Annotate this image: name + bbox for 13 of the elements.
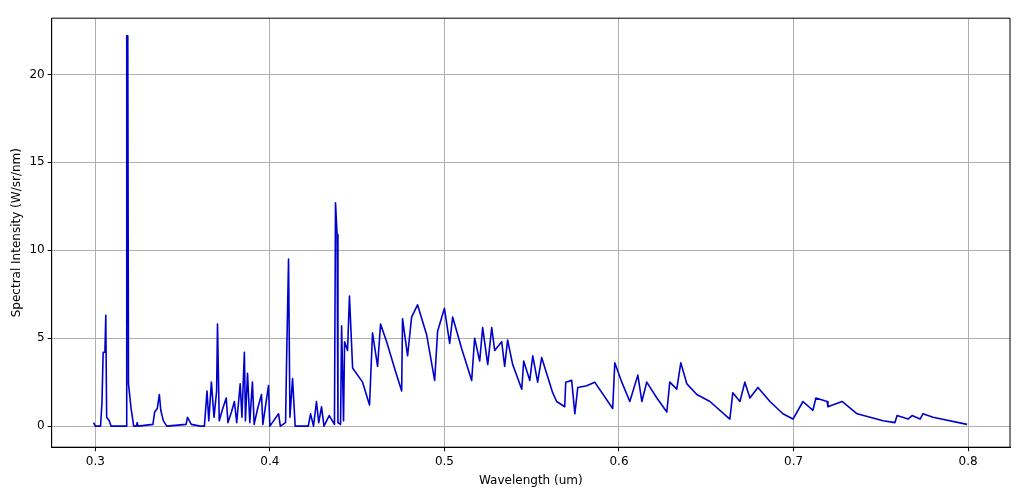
x-tick-label: 0.6 <box>609 453 629 468</box>
x-tick-label: 0.8 <box>958 453 978 468</box>
y-tick-label: 0 <box>37 418 45 433</box>
y-tick-label: 5 <box>37 330 45 345</box>
y-axis-title: Spectral Intensity (W/sr/nm) <box>9 148 24 318</box>
y-tick-label: 15 <box>29 154 45 169</box>
x-tick-label: 0.7 <box>784 453 804 468</box>
y-tick-label: 20 <box>29 66 45 81</box>
y-tick-label: 10 <box>29 242 45 257</box>
x-tick-label: 0.4 <box>260 453 280 468</box>
x-tick-label: 0.5 <box>434 453 454 468</box>
x-axis-title: Wavelength (um) <box>479 472 583 487</box>
x-tick-label: 0.3 <box>85 453 105 468</box>
